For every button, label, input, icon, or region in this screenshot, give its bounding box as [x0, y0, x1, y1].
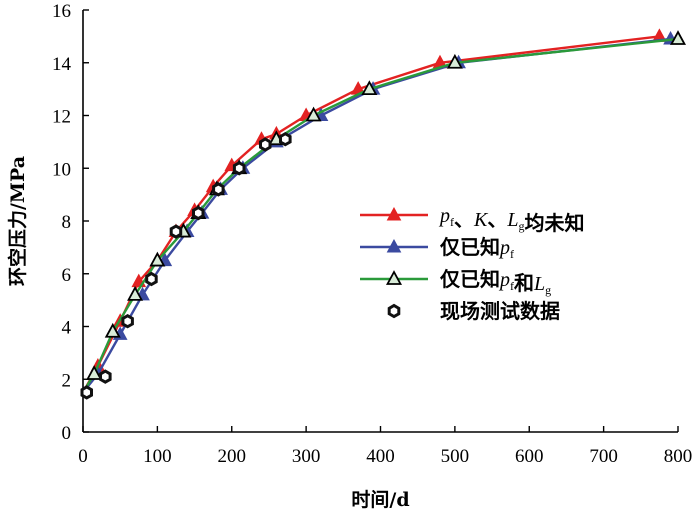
series-4-point [259, 137, 272, 152]
y-tick-label: 16 [52, 1, 71, 22]
legend-swatch-marker [385, 270, 403, 285]
series-4-point [212, 182, 225, 197]
y-tick-label: 2 [62, 370, 72, 391]
y-tick-label: 4 [62, 318, 72, 339]
series-layer [80, 28, 687, 400]
series-4-point [145, 271, 158, 287]
y-tick-label: 12 [52, 107, 71, 128]
legend-label: pf、K、Lg均未知 [438, 205, 584, 235]
legend-item-3: 仅已知pf和Lg [360, 267, 551, 297]
series-3-point [446, 53, 463, 69]
x-tick-label: 800 [664, 446, 693, 467]
x-tick-label: 400 [366, 446, 395, 467]
legend-label: 现场测试数据 [440, 299, 560, 323]
x-tick-label: 300 [292, 446, 321, 467]
axes: 0 100 200 300 400 500 600 700 800 0 2 4 6 8 10 12 14 16 时间… [6, 1, 692, 511]
y-tick-label: 8 [62, 212, 72, 233]
series-3-line [81, 37, 679, 394]
x-tick-label: 100 [143, 446, 172, 467]
series-4-point [169, 224, 183, 239]
series-3-point [86, 365, 103, 380]
legend-label: 仅已知pf和Lg [440, 267, 551, 297]
legend-label: 仅已知pf [440, 235, 514, 261]
series-3-point [669, 30, 687, 45]
series-4-point [99, 369, 112, 384]
series-3-point [104, 322, 121, 338]
series-4 [80, 131, 292, 400]
legend-item-4: 现场测试数据 [387, 299, 560, 323]
series-4-point [192, 205, 205, 221]
legend-item-2: 仅已知pf [360, 235, 514, 261]
legend-item-1: pf、K、Lg均未知 [360, 205, 584, 235]
y-axis-title: 环空压力/MPa [6, 156, 29, 286]
series-4-point [232, 161, 246, 176]
series-3-point [361, 80, 378, 96]
series-3-point [149, 251, 166, 267]
legend-swatch-marker [386, 206, 402, 221]
legend-swatch-marker [386, 238, 402, 253]
y-tick-label: 14 [52, 54, 72, 75]
x-axis-title: 时间/d [351, 489, 409, 511]
x-tick-label: 200 [218, 446, 247, 467]
x-tick-label: 500 [441, 446, 470, 467]
x-tick-label: 600 [515, 446, 544, 467]
series-4-point [80, 385, 93, 400]
y-tick-label: 6 [62, 265, 72, 286]
series-3-point [305, 106, 322, 122]
x-tick-label: 700 [589, 446, 618, 467]
y-tick-label: 10 [52, 159, 71, 180]
series-4-point [279, 131, 292, 147]
y-tick-label: 0 [62, 423, 72, 444]
series-4-point [121, 313, 134, 329]
x-tick-label: 0 [78, 446, 88, 467]
series-3-point [127, 285, 144, 301]
legend-swatch-marker [387, 303, 401, 319]
